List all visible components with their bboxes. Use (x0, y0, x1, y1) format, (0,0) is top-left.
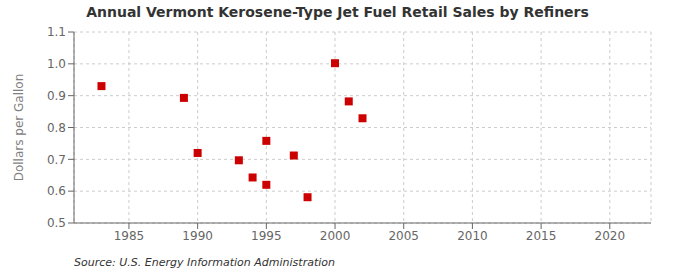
html-text:Annual Vermont Kerosene-Type J: Annual Vermont Kerosene-Type Jet Fuel Re… (86, 4, 589, 20)
svg-text:2000: 2000 (320, 229, 351, 243)
svg-text:2005: 2005 (388, 229, 419, 243)
html-text:Source: U.S. Energy Informatio: Source: U.S. Energy Information Administ… (74, 256, 335, 269)
svg-text:1985: 1985 (114, 229, 145, 243)
svg-text:0.9: 0.9 (47, 89, 66, 103)
svg-text:1995: 1995 (251, 229, 282, 243)
svg-text:2015: 2015 (526, 229, 557, 243)
svg-text:0.8: 0.8 (47, 121, 66, 135)
svg-text:1.1: 1.1 (47, 25, 66, 39)
svg-text:0.7: 0.7 (47, 153, 66, 167)
svg-text:1990: 1990 (182, 229, 213, 243)
svg-text:1.0: 1.0 (47, 57, 66, 71)
svg-text:0.5: 0.5 (47, 216, 66, 230)
svg-text:Dollars per Gallon: Dollars per Gallon (12, 74, 26, 182)
svg-text:2020: 2020 (595, 229, 626, 243)
svg-text:0.6: 0.6 (47, 184, 66, 198)
svg-text:2010: 2010 (457, 229, 488, 243)
